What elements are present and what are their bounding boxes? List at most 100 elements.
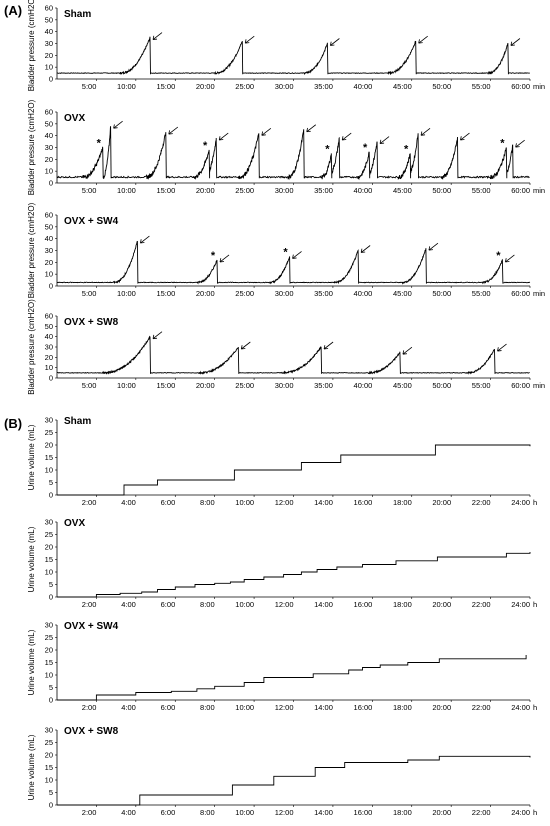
x-tick-label: 6:00 (161, 703, 176, 712)
void-arrow (306, 124, 316, 133)
y-tick-label: 30 (45, 39, 53, 48)
y-tick-label: 50 (45, 119, 53, 128)
x-tick-label: 8:00 (200, 703, 215, 712)
y-tick-label: 20 (45, 543, 53, 552)
void-arrow (292, 251, 302, 259)
void-arrow (460, 132, 470, 141)
y-tick-label: 10 (45, 776, 53, 785)
y-tick-label: 20 (45, 258, 53, 267)
panel-title: OVX (64, 518, 85, 529)
x-tick-label: 5:00 (82, 82, 97, 91)
y-tick-label: 50 (45, 222, 53, 231)
y-axis-label: Urine volume (mL) (27, 424, 36, 490)
x-tick-label: 14:00 (314, 600, 333, 609)
non-void-contraction-star: * (496, 250, 501, 262)
x-tick-label: 12:00 (275, 808, 294, 817)
non-void-contraction-star: * (404, 143, 409, 155)
panel-title: Sham (64, 416, 91, 427)
x-unit-label: h (533, 600, 537, 609)
x-tick-label: 35:00 (314, 381, 333, 390)
volume-panel-5: 0 5 10 15 20 25 30 2:00 4:00 6:00 8:00 10:00 12:00 14… (27, 518, 537, 610)
y-axis-label: Bladder pressure (cmH2O) (27, 99, 36, 195)
void-arrow (505, 254, 515, 263)
y-tick-label: 20 (45, 155, 53, 164)
x-tick-label: 30:00 (275, 289, 294, 298)
y-axis-label: Bladder pressure (cmH2O) (27, 0, 36, 91)
x-tick-label: 16:00 (354, 703, 373, 712)
x-tick-label: 22:00 (472, 600, 491, 609)
x-tick-label: 45:00 (393, 381, 412, 390)
x-tick-label: 35:00 (314, 186, 333, 195)
x-tick-label: 40:00 (354, 186, 373, 195)
void-arrowhead (292, 254, 297, 259)
x-tick-label: 16:00 (354, 600, 373, 609)
x-tick-label: 50:00 (432, 186, 451, 195)
y-tick-label: 0 (49, 593, 53, 602)
y-tick-label: 60 (45, 4, 53, 13)
void-arrowhead (218, 136, 224, 141)
void-arrowhead (330, 41, 335, 46)
x-tick-label: 24:00 (511, 703, 530, 712)
x-tick-label: 15:00 (156, 186, 175, 195)
x-tick-label: 10:00 (235, 600, 254, 609)
void-arrow (323, 341, 334, 350)
y-tick-label: 0 (49, 801, 53, 810)
y-tick-label: 10 (45, 270, 53, 279)
panel-title: OVX + SW8 (64, 317, 119, 328)
void-arrowhead (420, 131, 426, 136)
y-tick-label: 5 (49, 478, 53, 487)
x-tick-label: 60:00 (511, 82, 530, 91)
x-tick-label: 24:00 (511, 498, 530, 507)
urine-volume-step-line (57, 755, 531, 806)
y-tick-label: 20 (45, 51, 53, 60)
x-tick-label: 20:00 (432, 808, 451, 817)
void-arrow (140, 235, 150, 244)
y-axis-label: Urine volume (mL) (27, 629, 36, 695)
y-tick-label: 30 (45, 343, 53, 352)
x-tick-label: 24:00 (511, 808, 530, 817)
x-unit-label: h (533, 498, 537, 507)
void-arrow (261, 127, 272, 136)
x-tick-label: 50:00 (432, 82, 451, 91)
void-arrow (113, 120, 123, 129)
y-tick-label: 30 (45, 416, 53, 425)
panel-title: OVX (64, 113, 85, 124)
non-void-contraction-star: * (211, 250, 216, 262)
y-tick-label: 20 (45, 441, 53, 450)
void-arrow (168, 126, 179, 135)
x-tick-label: 16:00 (354, 808, 373, 817)
volume-panel-4: 0 5 10 15 20 25 30 2:00 4:00 6:00 8:00 10:00 12:00 14… (27, 416, 537, 508)
x-tick-label: 15:00 (156, 82, 175, 91)
x-tick-label: 4:00 (121, 498, 136, 507)
x-tick-label: 10:00 (235, 703, 254, 712)
y-axis-label: Bladder pressure (cmH2O) (27, 202, 36, 298)
y-tick-label: 0 (49, 75, 53, 84)
y-tick-label: 40 (45, 131, 53, 140)
void-arrowhead (152, 334, 158, 340)
section-b-label: (B) (4, 416, 22, 431)
y-tick-label: 30 (45, 726, 53, 735)
void-arrowhead (341, 136, 347, 141)
pressure-panel-1: 0 10 20 30 40 50 60 5:00 10:00 15:00 20:00 25:00 30:… (27, 99, 545, 195)
x-tick-label: 4:00 (121, 703, 136, 712)
void-arrowhead (244, 39, 250, 44)
x-tick-label: 10:00 (117, 82, 136, 91)
y-tick-label: 15 (45, 763, 53, 772)
x-tick-label: 30:00 (275, 82, 294, 91)
y-tick-label: 20 (45, 751, 53, 760)
y-tick-label: 25 (45, 633, 53, 642)
x-tick-label: 22:00 (472, 498, 491, 507)
urine-volume-step-line (57, 444, 531, 496)
void-arrow (360, 245, 371, 253)
pressure-trace (56, 126, 530, 181)
non-void-contraction-star: * (97, 138, 102, 150)
x-tick-label: 5:00 (82, 289, 97, 298)
y-tick-label: 20 (45, 646, 53, 655)
void-arrow (402, 346, 413, 355)
y-tick-label: 10 (45, 671, 53, 680)
y-tick-label: 60 (45, 312, 53, 321)
x-tick-label: 16:00 (354, 498, 373, 507)
void-arrowhead (323, 345, 329, 350)
urine-volume-step-line (57, 552, 531, 598)
